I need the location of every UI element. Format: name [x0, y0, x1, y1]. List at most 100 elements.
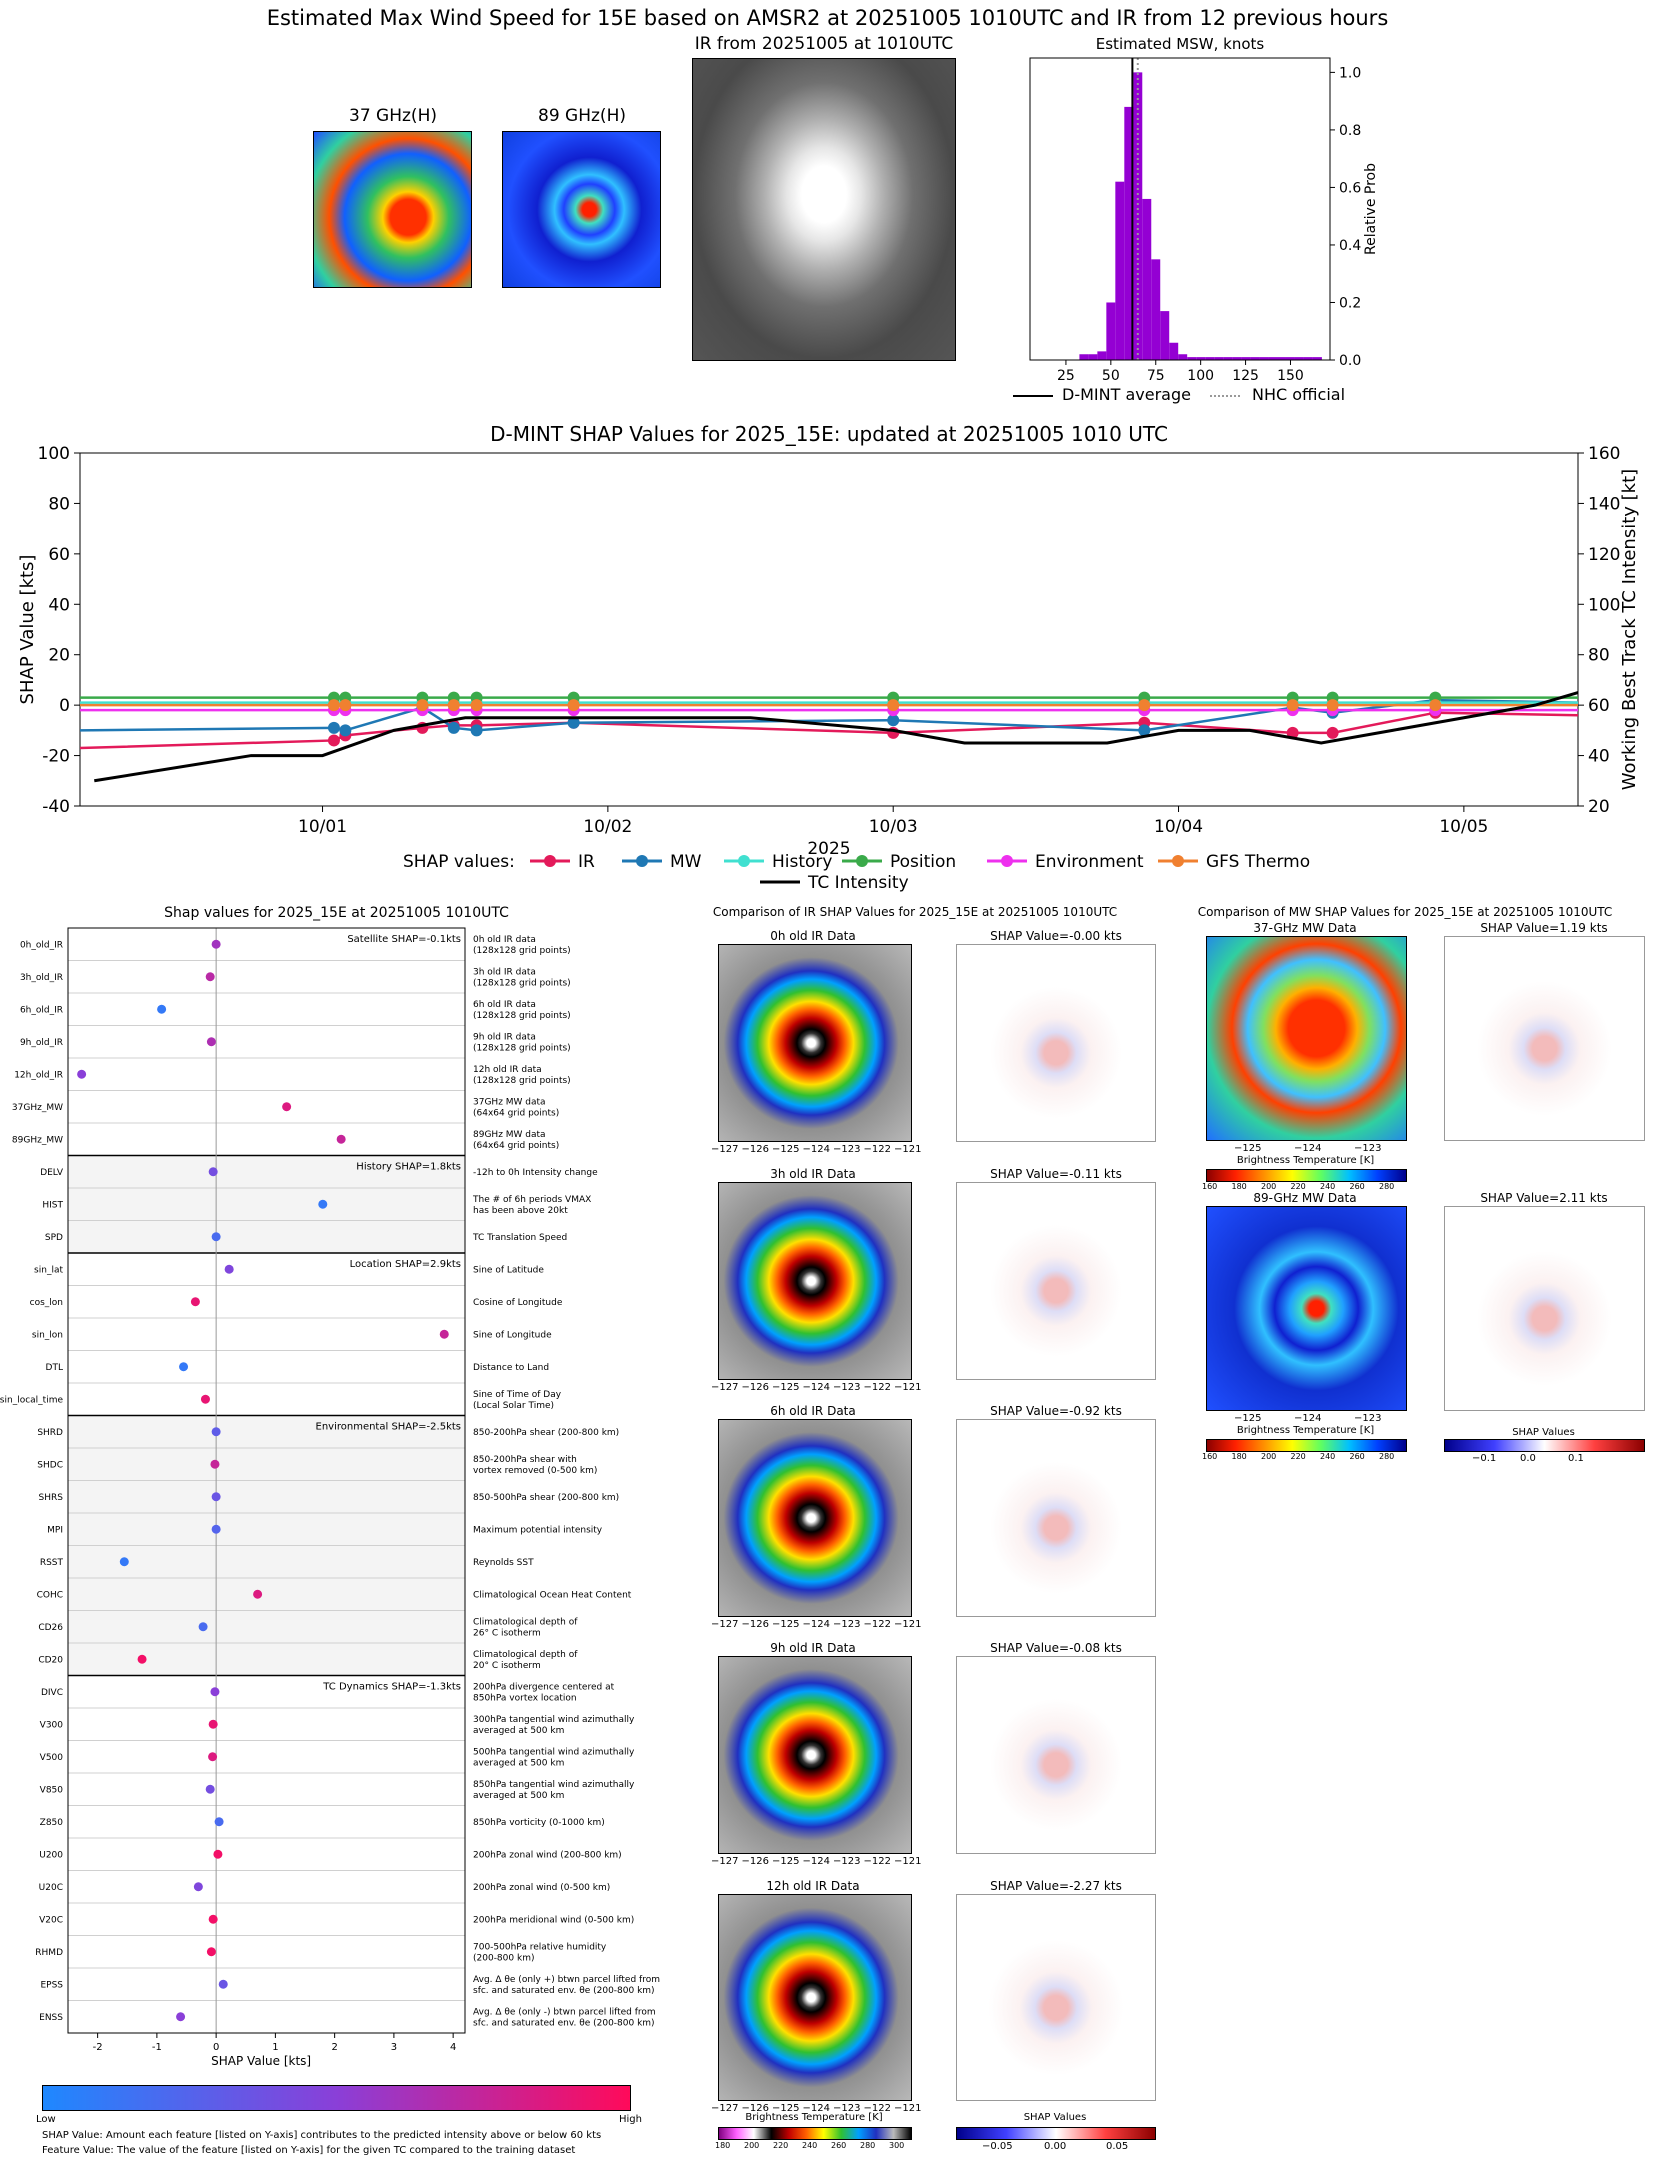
feature-description: 700-500hPa relative humidity: [473, 1942, 607, 1952]
feature-description: 0h old IR data: [473, 935, 536, 945]
ir-xtick-label: −124: [802, 1619, 830, 1630]
timeseries-xtick-label: 10/02: [583, 817, 632, 837]
timeseries-ytick-right-label: 60: [1588, 696, 1610, 716]
ir-xtick-label: −127: [711, 1382, 739, 1393]
feature-description: has been above 20kt: [473, 1206, 568, 1216]
mw-bt-tick: 280: [1379, 1452, 1395, 1461]
feature-description: 6h old IR data: [473, 1000, 536, 1010]
timeseries-ylabel: SHAP Value [kts]: [17, 555, 38, 705]
legend-marker: [636, 855, 648, 867]
hist-ytick-label: 0.6: [1339, 180, 1361, 196]
figure-title: Estimated Max Wind Speed for 15E based o…: [266, 6, 1389, 30]
feature-description: TC Translation Speed: [472, 1233, 567, 1243]
mw37-image: [313, 131, 472, 288]
series-point-gfs-thermo: [447, 699, 460, 712]
mw-bt-tick: 180: [1231, 1452, 1247, 1461]
hist-bar: [1187, 357, 1197, 360]
feature-name: 3h_old_IR: [20, 973, 63, 983]
ir-xtick-label: −126: [741, 1382, 769, 1393]
feature-description: Distance to Land: [473, 1363, 549, 1373]
scatter-xlabel: SHAP Value [kts]: [211, 2054, 311, 2068]
legend-marker: [544, 855, 556, 867]
ir-bt-tick: 180: [715, 2141, 731, 2150]
hist-xtick-label: 50: [1102, 368, 1120, 384]
hist-ytick-label: 0.4: [1339, 238, 1361, 254]
ir-xtick-label: −125: [772, 2103, 800, 2114]
feature-name: SHDC: [37, 1460, 63, 1470]
feature-point: [119, 1557, 129, 1567]
feature-point: [336, 1134, 346, 1144]
feature-description: Avg. Δ θe (only +) btwn parcel lifted fr…: [473, 1975, 660, 1985]
series-point-mw: [327, 721, 340, 734]
ir-xtick-label: −122: [863, 1382, 891, 1393]
feature-description: averaged at 500 km: [473, 1758, 564, 1768]
mw-xtick-label: −123: [1354, 1143, 1382, 1154]
legend-label: History: [772, 852, 832, 872]
shap-timeseries-chart: D-MINT SHAP Values for 2025_15E: updated…: [17, 422, 1640, 893]
mw-shap-title: SHAP Value=1.19 kts: [1480, 921, 1608, 935]
feature-point: [137, 1654, 147, 1664]
mw-bt-tick: 200: [1261, 1182, 1277, 1191]
hist-bar: [1285, 357, 1295, 360]
ir-data-image: [718, 1182, 912, 1380]
series-point-gfs-thermo: [339, 699, 352, 712]
feature-description: (128x128 grid points): [473, 1076, 571, 1086]
hist-bar: [1259, 357, 1269, 360]
feature-description: Sine of Time of Day: [473, 1390, 562, 1400]
timeseries-ytick-right-label: 160: [1588, 444, 1620, 464]
timeseries-xtick-label: 10/01: [298, 817, 347, 837]
mw-bt-tick: 220: [1290, 1182, 1306, 1191]
feature-description: (64x64 grid points): [473, 1108, 559, 1118]
scatter-xtick-label: 4: [450, 2042, 456, 2053]
ir-shap-title: SHAP Value=-0.00 kts: [990, 929, 1122, 943]
feature-name: COHC: [37, 1590, 63, 1600]
feature-name: 89GHz_MW: [12, 1135, 63, 1145]
ir-xtick-label: −126: [741, 1619, 769, 1630]
feature-point: [179, 1362, 189, 1372]
hist-bar: [1178, 354, 1188, 360]
feature-point: [208, 1719, 218, 1729]
hist-bar: [1277, 357, 1286, 360]
timeseries-ylabel-right: Working Best Track TC Intensity [kt]: [1619, 469, 1640, 790]
hist-bar: [1079, 354, 1089, 360]
feature-point: [211, 1232, 221, 1242]
feature-name: 12h_old_IR: [14, 1070, 63, 1080]
feature-name: V850: [40, 1785, 64, 1795]
feature-name: sin_lat: [34, 1265, 63, 1275]
series-point-ir: [1326, 726, 1339, 739]
ir-bt-colorbar: [718, 2127, 912, 2140]
feature-point: [211, 1492, 221, 1502]
hist-bar: [1106, 302, 1116, 360]
ir-xtick-label: −124: [802, 2103, 830, 2114]
feature-description: 850hPa tangential wind azimuthally: [473, 1780, 635, 1790]
feature-description: sfc. and saturated env. θe (200-800 km): [473, 1986, 655, 1996]
mw-xtick-label: −124: [1294, 1413, 1322, 1424]
ir-data-image: [718, 1894, 912, 2101]
mw-shap-title: SHAP Value=2.11 kts: [1480, 1191, 1608, 1205]
ir-data-image: [718, 1656, 912, 1854]
feature-point: [208, 1752, 218, 1762]
timeseries-xtick-label: 10/03: [869, 817, 918, 837]
mw-bt-tick: 280: [1379, 1182, 1395, 1191]
timeseries-ytick-label: 80: [48, 494, 70, 514]
feature-description: Sine of Latitude: [473, 1265, 544, 1275]
ir-xtick-label: −122: [863, 2103, 891, 2114]
ir-shap-image: [956, 1182, 1156, 1380]
feature-name: Z850: [40, 1818, 64, 1828]
feature-name: SHRD: [37, 1428, 63, 1438]
ir-bt-tick: 280: [860, 2141, 876, 2150]
mw-bt-label: Brightness Temperature [K]: [1236, 1425, 1375, 1436]
feature-point: [176, 2012, 186, 2022]
ir-data-title: 3h old IR Data: [770, 1167, 856, 1181]
feature-description: 200hPa divergence centered at: [473, 1682, 615, 1692]
timeseries-title: D-MINT SHAP Values for 2025_15E: updated…: [490, 422, 1168, 446]
mw89-title: 89 GHz(H): [538, 106, 626, 126]
hist-xtick-label: 100: [1187, 368, 1214, 384]
timeseries-ytick-label: -20: [42, 747, 70, 767]
feature-point: [282, 1102, 292, 1112]
series-point-gfs-thermo: [1286, 699, 1299, 712]
ir-shap-cbar-label: SHAP Values: [1023, 2112, 1087, 2123]
feature-name: 0h_old_IR: [20, 940, 63, 950]
mw37-title: 37 GHz(H): [349, 106, 437, 126]
series-point-gfs-thermo: [470, 699, 483, 712]
